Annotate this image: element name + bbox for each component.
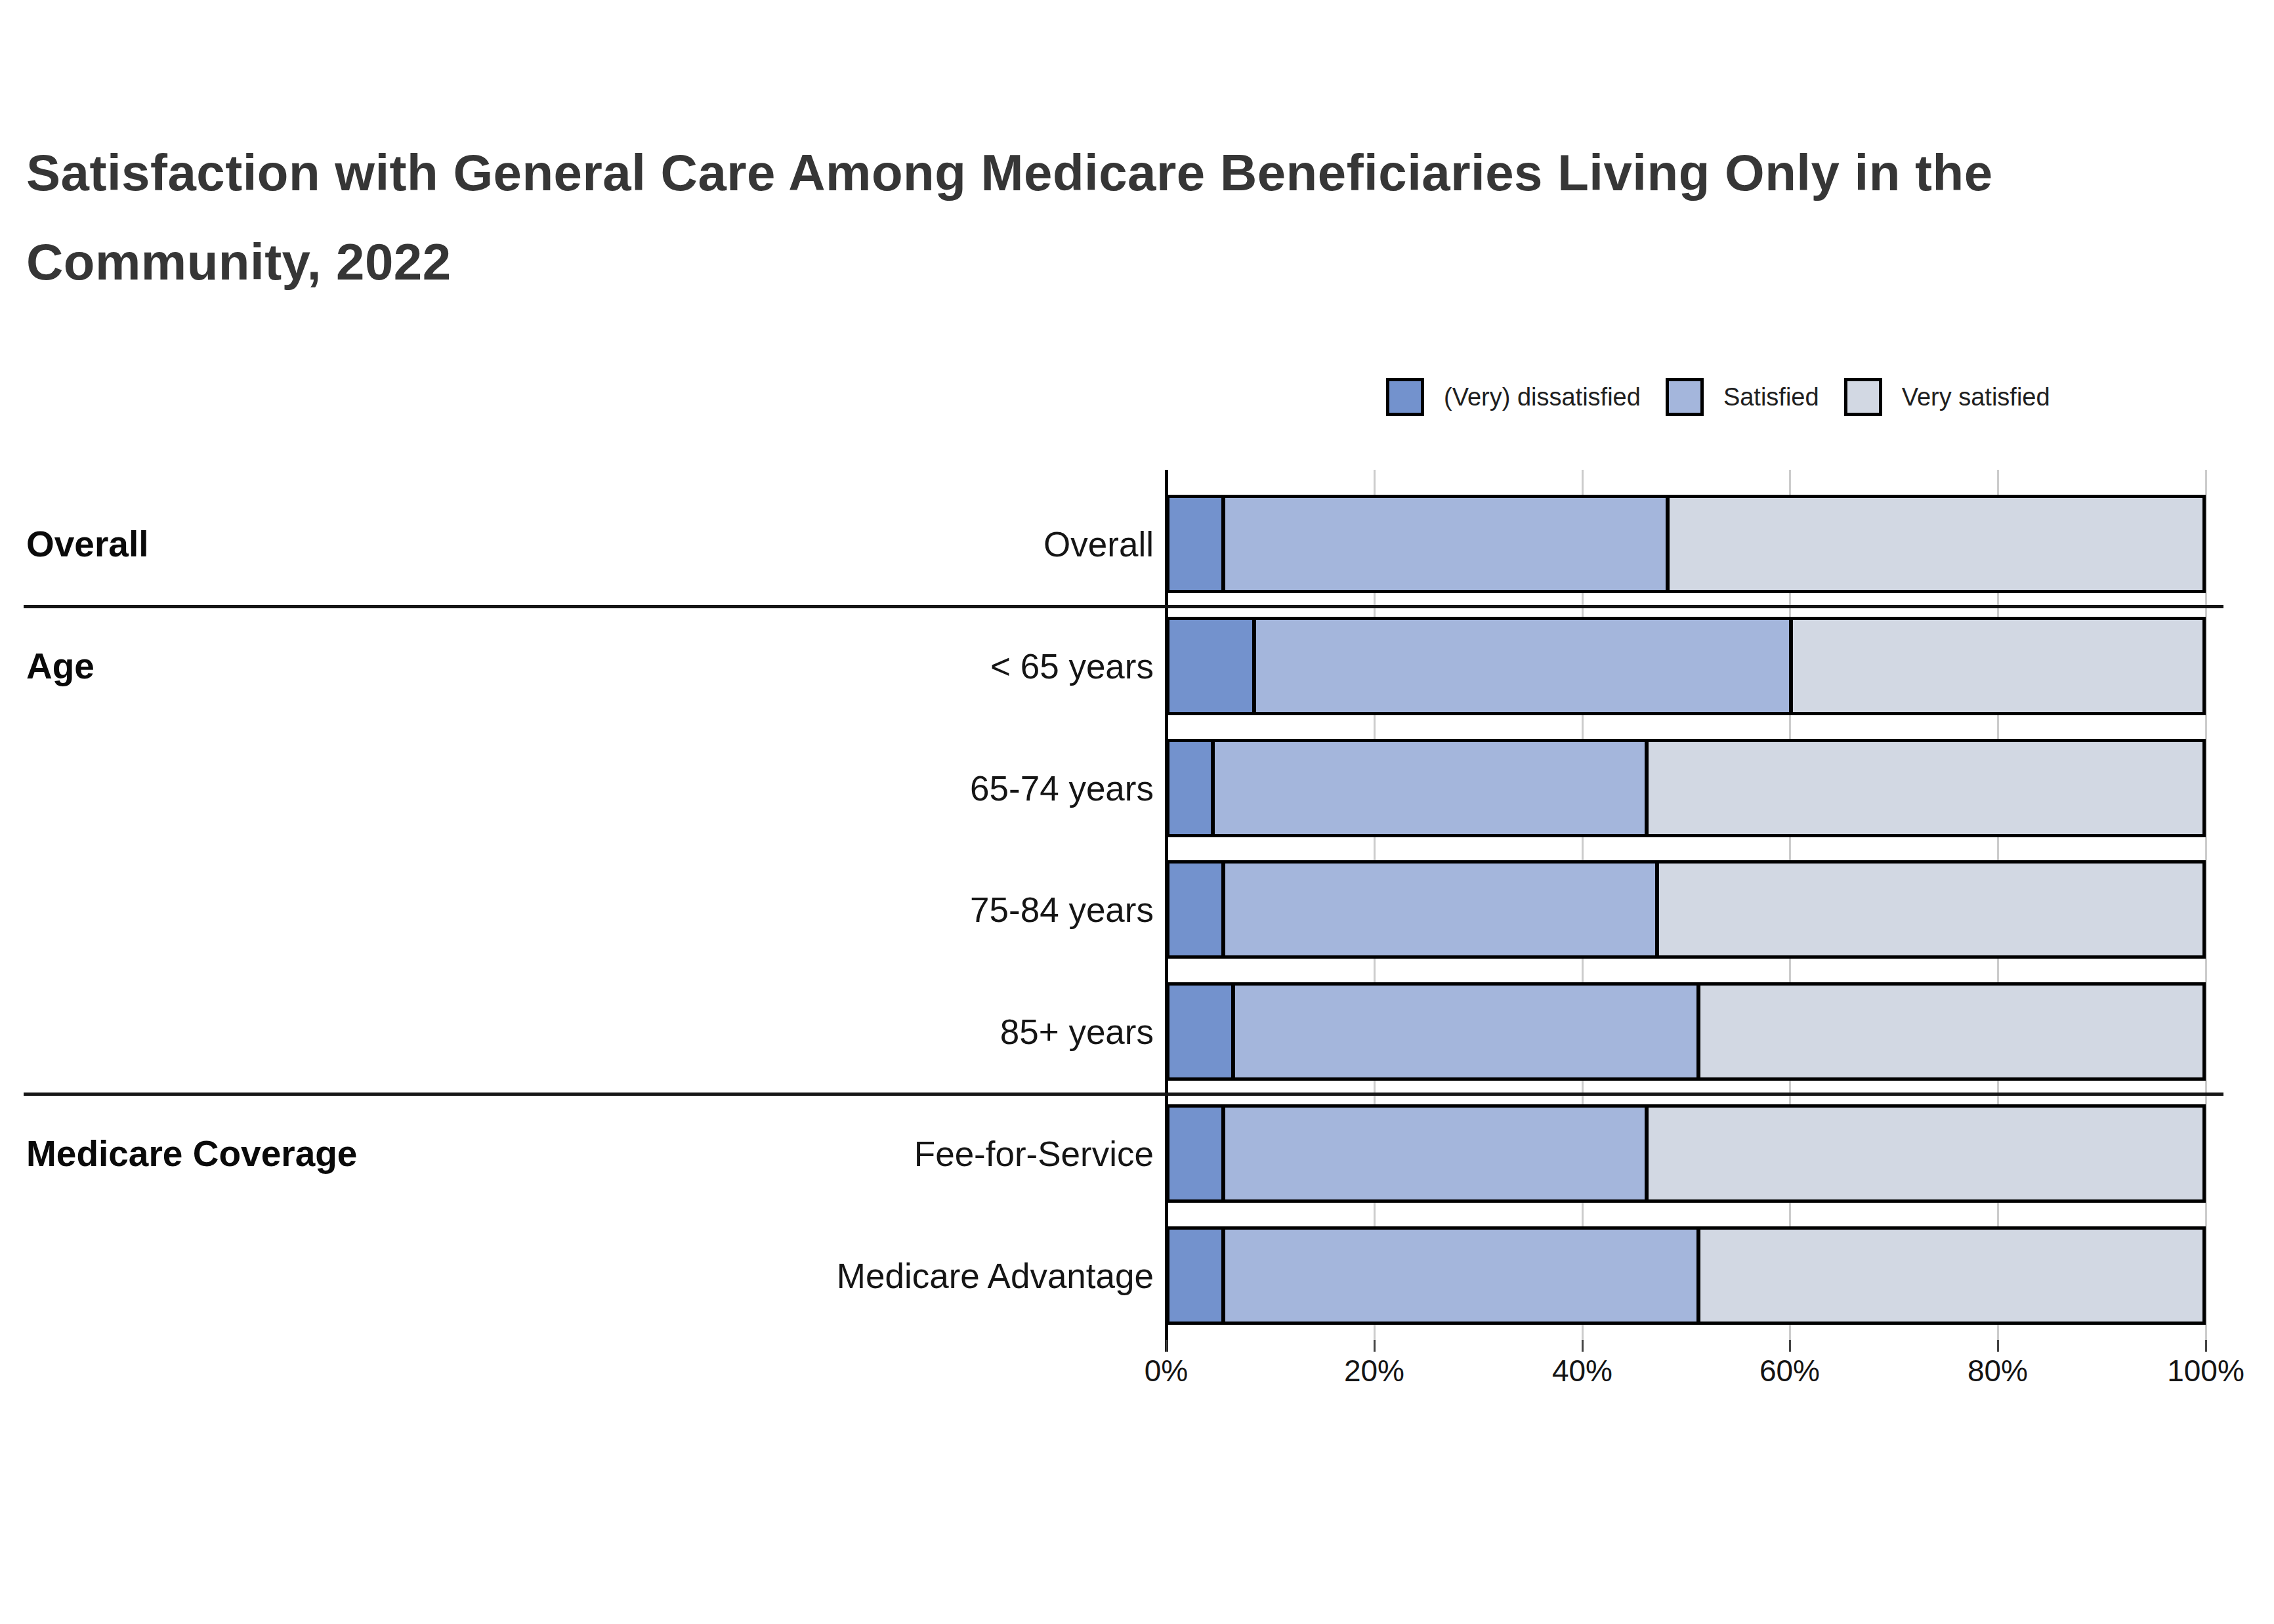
bar-segment-satisfied [1252,620,1789,712]
x-axis-tick-label: 80% [1919,1353,2076,1388]
x-axis-tick-label: 20% [1295,1353,1453,1388]
x-axis-tick [2205,1340,2207,1352]
bar-segment-very-satisfied [1789,620,2202,712]
x-axis-tick [1789,1340,1791,1352]
group-separator-line [24,605,2223,608]
group-label: Overall [26,495,149,593]
x-axis-tick [1166,1340,1168,1352]
x-axis-tick-label: 100% [2127,1353,2274,1388]
bar-segment-satisfied [1221,864,1655,955]
bar-segment-very-dissatisfied [1169,620,1252,712]
bar-segment-very-dissatisfied [1169,1230,1221,1322]
group-separator-line [24,1093,2223,1096]
x-axis-tick-label: 60% [1711,1353,1868,1388]
x-axis-tick-label: 0% [1087,1353,1245,1388]
category-label: < 65 years [563,617,1154,715]
bar-row [1166,860,2206,959]
bar-segment-very-satisfied [1696,1230,2202,1322]
category-label: 65-74 years [563,739,1154,837]
x-axis-tick-label: 40% [1504,1353,1661,1388]
bar-row [1166,617,2206,715]
bar-segment-satisfied [1211,742,1645,834]
bar-row [1166,1226,2206,1325]
x-axis-tick [1582,1340,1584,1352]
bar-row [1166,1104,2206,1203]
x-axis-tick [1374,1340,1376,1352]
bar-segment-satisfied [1221,1108,1645,1199]
stacked-bar-chart: 0% 20% 40% 60% 80% 100% Overall < 65 years 65-74… [0,0,2274,1624]
bar-segment-very-dissatisfied [1169,986,1231,1077]
bar-segment-very-satisfied [1666,498,2202,590]
bar-row [1166,982,2206,1081]
bar-row [1166,739,2206,837]
group-label: Age [26,617,95,715]
bar-segment-very-satisfied [1645,742,2202,834]
bar-row [1166,495,2206,593]
category-label: 75-84 years [563,860,1154,959]
bar-segment-very-dissatisfied [1169,498,1221,590]
category-label: Medicare Advantage [563,1226,1154,1325]
category-label: Fee-for-Service [563,1104,1154,1203]
bar-segment-very-satisfied [1696,986,2202,1077]
bar-segment-very-dissatisfied [1169,1108,1221,1199]
x-axis-tick [1997,1340,1999,1352]
bar-segment-very-dissatisfied [1169,742,1211,834]
bar-segment-satisfied [1221,498,1666,590]
group-label: Medicare Coverage [26,1104,357,1203]
bar-segment-very-satisfied [1645,1108,2202,1199]
category-label: 85+ years [563,982,1154,1081]
category-label: Overall [563,495,1154,593]
bar-segment-very-satisfied [1655,864,2202,955]
bar-segment-satisfied [1221,1230,1696,1322]
bar-segment-very-dissatisfied [1169,864,1221,955]
bar-segment-satisfied [1231,986,1696,1077]
